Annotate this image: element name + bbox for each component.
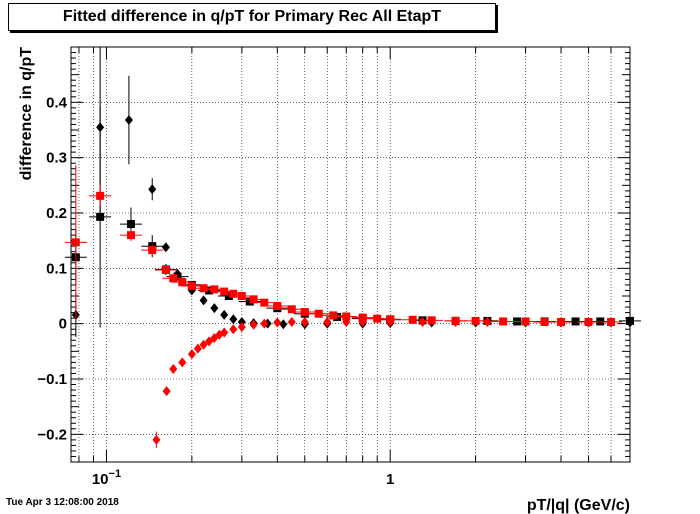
- data-point: [342, 317, 351, 328]
- timestamp: Tue Apr 3 12:08:00 2018: [6, 497, 119, 508]
- chart-title: Fitted difference in q/pT for Primary Re…: [8, 3, 496, 31]
- data-point: [148, 246, 157, 255]
- data-point: [210, 303, 219, 314]
- data-point: [427, 316, 436, 325]
- data-point: [187, 349, 196, 360]
- data-point: [342, 312, 351, 321]
- data-point: [323, 317, 332, 328]
- y-tick-label: 0.4: [46, 94, 68, 111]
- data-point: [571, 317, 580, 326]
- data-point: [373, 314, 382, 323]
- data-point: [260, 318, 269, 329]
- data-point: [287, 317, 296, 328]
- data-point: [193, 343, 202, 354]
- data-point: [229, 314, 238, 325]
- x-tick-label: 10−1: [92, 468, 121, 488]
- data-point: [162, 386, 171, 397]
- data-point: [314, 309, 323, 318]
- plot-frame: [70, 46, 631, 463]
- data-point: [96, 191, 105, 200]
- data-point: [596, 317, 605, 326]
- data-point: [169, 274, 178, 283]
- data-point: [71, 238, 80, 247]
- y-axis-label: difference in q/pT: [18, 47, 35, 181]
- data-point: [300, 317, 309, 328]
- data-point: [273, 317, 282, 328]
- data-point: [169, 364, 178, 375]
- y-tick-label: −0.1: [37, 371, 67, 388]
- data-point: [499, 317, 508, 326]
- data-point: [249, 319, 258, 330]
- data-point: [187, 282, 196, 291]
- x-tick-label: 1: [386, 471, 394, 488]
- data-point: [173, 272, 182, 281]
- data-point: [220, 327, 229, 338]
- data-point: [205, 286, 214, 295]
- data-point: [220, 287, 229, 296]
- data-point: [124, 115, 133, 126]
- y-tick-label: −0.2: [37, 426, 67, 443]
- y-tick-label: 0.3: [46, 150, 67, 167]
- data-point: [626, 316, 634, 325]
- data-point: [237, 292, 246, 300]
- data-point: [199, 295, 208, 306]
- data-points: [64, 47, 641, 449]
- data-point: [229, 289, 238, 298]
- x-axis-label: pT/|q| (GeV/c): [527, 497, 630, 514]
- data-point: [483, 317, 492, 328]
- data-point: [199, 339, 208, 350]
- data-point: [220, 309, 229, 320]
- data-point: [471, 316, 480, 325]
- data-point: [148, 184, 157, 195]
- data-point: [237, 321, 246, 332]
- data-point: [260, 298, 269, 307]
- data-point: [287, 305, 296, 314]
- data-point: [386, 317, 395, 328]
- axis-ticks: [71, 46, 631, 463]
- data-point: [178, 357, 187, 368]
- data-point: [152, 434, 161, 445]
- data-point: [161, 242, 170, 253]
- data-point: [451, 317, 460, 328]
- data-point: [279, 319, 288, 330]
- data-point: [557, 317, 566, 328]
- y-tick-label: 0.1: [46, 260, 67, 277]
- data-point: [96, 212, 105, 221]
- y-tick-label: 0.2: [46, 205, 67, 222]
- data-point: [199, 284, 208, 293]
- data-point: [229, 324, 238, 335]
- data-point: [521, 317, 530, 328]
- data-point: [210, 285, 219, 294]
- data-point: [408, 315, 417, 324]
- data-point: [126, 220, 135, 229]
- data-point: [161, 265, 170, 274]
- grid: [71, 46, 631, 462]
- data-point: [300, 308, 309, 317]
- data-point: [607, 317, 616, 328]
- data-point: [418, 317, 427, 328]
- data-point: [126, 231, 135, 240]
- data-point: [540, 318, 549, 327]
- data-point: [273, 301, 282, 310]
- data-point: [249, 295, 258, 304]
- y-tick-label: 0: [59, 316, 67, 333]
- data-point: [329, 311, 338, 320]
- data-point: [178, 278, 187, 287]
- data-point: [584, 317, 593, 328]
- data-point: [358, 317, 367, 328]
- data-point: [224, 292, 233, 300]
